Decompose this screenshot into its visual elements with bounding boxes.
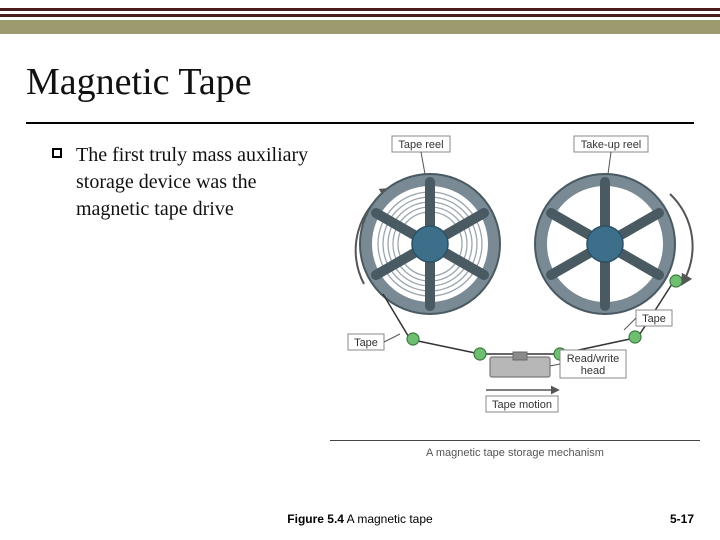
top-band <box>0 20 720 34</box>
square-bullet-icon <box>52 148 62 158</box>
slide-title: Magnetic Tape <box>26 60 694 104</box>
page-number: 5-17 <box>670 512 694 526</box>
tape-reel-left <box>360 174 500 314</box>
title-block: Magnetic Tape <box>0 36 720 114</box>
label-tape-left: Tape <box>354 337 378 349</box>
tape-figure: Tape reel Take-up reel Tape Tape Read/wr… <box>330 134 700 459</box>
label-takeup-reel: Take-up reel <box>581 139 642 151</box>
takeup-reel-right <box>535 174 675 314</box>
figure-number: Figure 5.4 <box>287 512 344 526</box>
bullet-text: The first truly mass auxiliary storage d… <box>76 142 332 223</box>
svg-text:Read/write: Read/write <box>567 353 620 365</box>
top-rule-1 <box>0 8 720 11</box>
figure-main-caption: Figure 5.4 A magnetic tape <box>0 512 720 526</box>
decorative-top-bar <box>0 0 720 36</box>
label-tape-right: Tape <box>642 313 666 325</box>
figure-subcaption: A magnetic tape storage mechanism <box>330 447 700 459</box>
bullet-item: The first truly mass auxiliary storage d… <box>52 142 332 223</box>
label-tape-reel: Tape reel <box>398 139 443 151</box>
figure-caption-rule <box>330 440 700 441</box>
figure-caption-rest: A magnetic tape <box>344 512 433 526</box>
top-rule-2 <box>0 14 720 17</box>
label-tape-motion: Tape motion <box>492 399 552 411</box>
tape-svg: Tape reel Take-up reel Tape Tape Read/wr… <box>330 134 700 434</box>
svg-text:head: head <box>581 365 605 377</box>
